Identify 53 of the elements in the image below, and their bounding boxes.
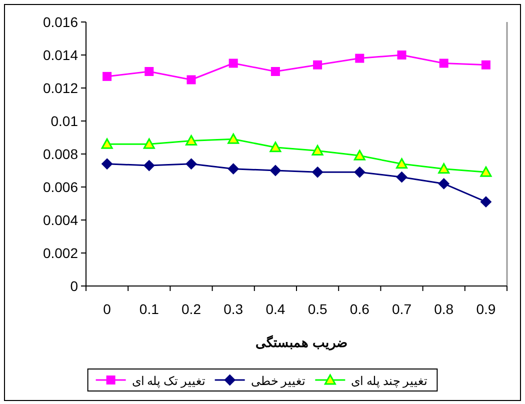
point: [396, 158, 408, 169]
x-axis-title: ضریب همبستگی: [256, 334, 348, 351]
point: [270, 165, 281, 176]
x-tick-label: 0.2: [182, 301, 202, 317]
point: [186, 135, 197, 146]
point: [439, 58, 448, 68]
y-tick-label: 0: [70, 278, 78, 294]
y-tick-label: 0.002: [42, 245, 78, 261]
point: [102, 72, 112, 81]
point: [397, 50, 406, 60]
point: [228, 58, 238, 68]
point: [102, 158, 113, 170]
point: [228, 163, 239, 174]
x-tick-label: 0.3: [224, 301, 244, 317]
y-tick-label: 0.01: [50, 113, 78, 129]
legend-label: تغییر تک پله ای: [132, 374, 205, 388]
x-tick-label: 0.1: [139, 301, 160, 317]
legend-label: تغییر چند پله ای: [351, 374, 428, 388]
x-tick-label: 0.7: [392, 301, 412, 317]
legend-label: تغییر خطی: [250, 374, 306, 388]
y-tick-label: 0.016: [42, 14, 78, 30]
y-tick-label: 0.004: [42, 212, 78, 228]
y-tick-label: 0.014: [42, 47, 78, 63]
point: [396, 172, 408, 183]
point: [186, 75, 196, 84]
point: [354, 166, 366, 178]
y-tick-label: 0.006: [42, 179, 78, 195]
x-tick-label: 0.8: [434, 301, 454, 317]
x-tick-label: 0.5: [308, 301, 328, 317]
point: [101, 138, 113, 149]
point: [228, 133, 240, 144]
y-tick-label: 0.012: [42, 80, 78, 96]
point: [144, 160, 155, 172]
point: [438, 163, 450, 174]
x-tick-label: 0: [103, 301, 112, 317]
x-tick-label: 0.9: [476, 301, 496, 317]
point: [438, 178, 450, 190]
point: [480, 166, 492, 177]
point: [143, 138, 155, 149]
point: [270, 142, 282, 152]
y-tick-label: 0.008: [42, 146, 78, 162]
point: [481, 60, 490, 70]
point: [270, 67, 280, 76]
point: [480, 196, 492, 208]
point: [354, 150, 366, 160]
point: [144, 67, 154, 76]
point: [312, 144, 324, 156]
x-tick-label: 0.4: [266, 301, 286, 317]
point: [312, 166, 324, 178]
point: [186, 158, 197, 170]
point: [313, 60, 322, 70]
x-tick-label: 0.6: [350, 301, 370, 317]
point: [355, 54, 364, 63]
